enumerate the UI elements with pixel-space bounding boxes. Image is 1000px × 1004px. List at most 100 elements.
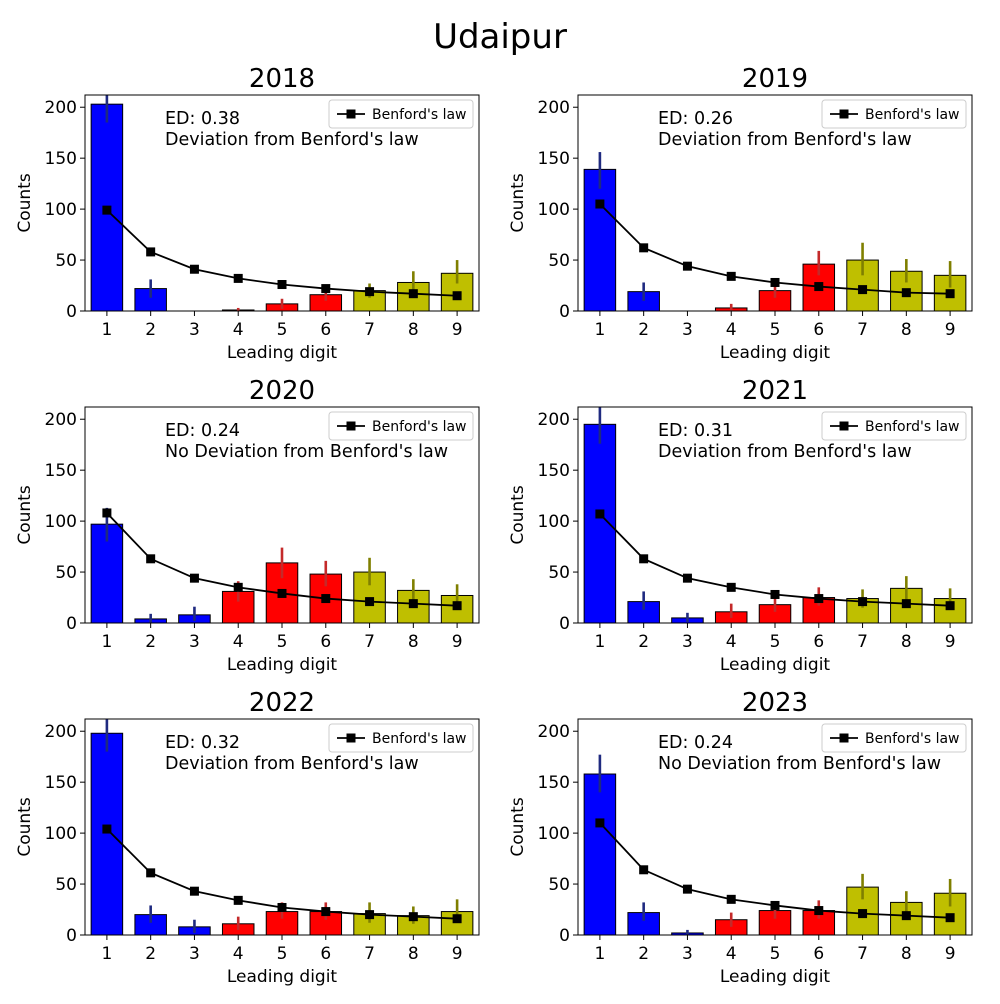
x-tick-label: 1 [594, 632, 605, 652]
x-tick-label: 5 [770, 632, 781, 652]
benford-marker-digit-1 [595, 199, 605, 209]
benford-marker-digit-9 [945, 601, 955, 611]
y-axis-label: Counts [15, 797, 35, 856]
x-tick-label: 2 [145, 944, 156, 964]
deviation-annotation: Deviation from Benford's law [658, 442, 912, 462]
y-tick-label: 150 [538, 149, 570, 169]
legend-label: Benford's law [372, 731, 467, 747]
x-tick-label: 7 [364, 320, 375, 340]
deviation-annotation: No Deviation from Benford's law [165, 442, 448, 462]
x-tick-label: 1 [101, 632, 112, 652]
subplot-title: 2023 [742, 688, 808, 718]
y-tick-label: 0 [559, 302, 570, 322]
x-axis-label: Leading digit [227, 967, 338, 987]
bar-digit-5 [758, 910, 792, 936]
y-tick-label: 0 [66, 614, 77, 634]
x-tick-label: 9 [945, 320, 956, 340]
legend-marker-swatch [346, 733, 356, 743]
x-tick-label: 2 [638, 320, 649, 340]
x-tick-label: 5 [770, 320, 781, 340]
x-tick-label: 7 [364, 632, 375, 652]
benford-marker-digit-4 [726, 271, 736, 281]
benford-marker-digit-6 [321, 594, 331, 604]
deviation-annotation: Deviation from Benford's law [165, 754, 419, 774]
y-tick-label: 50 [548, 875, 570, 895]
y-tick-label: 200 [45, 410, 77, 430]
bar-digit-1 [90, 732, 124, 936]
benford-marker-digit-5 [277, 280, 287, 290]
benford-marker-digit-7 [858, 597, 868, 607]
deviation-annotation: Deviation from Benford's law [165, 130, 419, 150]
subplot-2020: 2020 0 50 100 150 200 1 2 3 4 5 6 7 8 9 Leading digit Co… [15, 376, 480, 675]
x-tick-label: 8 [408, 944, 419, 964]
y-tick-label: 100 [538, 824, 570, 844]
ed-annotation: ED: 0.32 [165, 733, 240, 753]
x-tick-label: 9 [452, 320, 463, 340]
benford-marker-digit-8 [408, 912, 418, 922]
legend-box [328, 99, 474, 129]
y-tick-label: 200 [45, 98, 77, 118]
subplot-title: 2022 [249, 688, 315, 718]
subplot-title: 2018 [249, 64, 315, 94]
y-tick-label: 200 [538, 722, 570, 742]
subplot-title: 2021 [742, 376, 808, 406]
y-axis-label: Counts [508, 173, 528, 232]
benford-marker-digit-6 [814, 282, 824, 292]
x-tick-label: 6 [320, 632, 331, 652]
y-tick-label: 0 [66, 926, 77, 946]
benford-marker-digit-6 [814, 906, 824, 916]
x-axis-label: Leading digit [720, 967, 831, 987]
x-tick-label: 4 [233, 944, 244, 964]
legend-marker-swatch [839, 733, 849, 743]
ed-annotation: ED: 0.24 [658, 733, 733, 753]
legend-marker-swatch [839, 109, 849, 119]
x-axis-label: Leading digit [227, 343, 338, 363]
y-tick-label: 50 [548, 251, 570, 271]
y-tick-label: 150 [538, 773, 570, 793]
y-axis-label: Counts [508, 797, 528, 856]
y-tick-label: 0 [559, 926, 570, 946]
x-tick-label: 3 [682, 320, 693, 340]
subplot-2023: 2023 0 50 100 150 200 1 2 3 4 5 6 7 8 9 Leading digit Co… [508, 688, 973, 987]
benford-marker-digit-2 [146, 868, 156, 878]
x-tick-label: 3 [682, 944, 693, 964]
x-tick-label: 6 [320, 320, 331, 340]
y-tick-label: 100 [45, 200, 77, 220]
legend: Benford's law [821, 411, 967, 441]
benford-marker-digit-8 [901, 288, 911, 298]
benford-marker-digit-4 [233, 582, 243, 592]
legend-marker-swatch [346, 109, 356, 119]
x-tick-label: 1 [594, 944, 605, 964]
legend: Benford's law [328, 411, 474, 441]
x-tick-label: 8 [408, 320, 419, 340]
benford-marker-digit-5 [277, 588, 287, 598]
x-tick-label: 5 [277, 632, 288, 652]
legend-box [328, 723, 474, 753]
ed-annotation: ED: 0.24 [165, 421, 240, 441]
y-tick-label: 0 [66, 302, 77, 322]
bar-digit-1 [583, 423, 617, 624]
benford-marker-digit-7 [858, 909, 868, 919]
benford-marker-digit-8 [408, 289, 418, 299]
legend-box [821, 99, 967, 129]
x-tick-label: 7 [364, 944, 375, 964]
x-tick-label: 2 [638, 944, 649, 964]
benford-marker-digit-1 [595, 818, 605, 828]
x-tick-label: 4 [233, 632, 244, 652]
y-axis-label: Counts [15, 485, 35, 544]
x-tick-label: 2 [145, 632, 156, 652]
legend-label: Benford's law [372, 419, 467, 435]
x-tick-label: 8 [901, 632, 912, 652]
subplot-title: 2020 [249, 376, 315, 406]
legend-box [821, 411, 967, 441]
benford-marker-digit-6 [814, 594, 824, 604]
y-tick-label: 0 [559, 614, 570, 634]
benford-marker-digit-7 [365, 287, 375, 297]
x-tick-label: 1 [594, 320, 605, 340]
y-axis-label: Counts [15, 173, 35, 232]
x-tick-label: 7 [857, 632, 868, 652]
benford-marker-digit-5 [770, 589, 780, 599]
benford-marker-digit-5 [770, 277, 780, 287]
legend: Benford's law [821, 99, 967, 129]
